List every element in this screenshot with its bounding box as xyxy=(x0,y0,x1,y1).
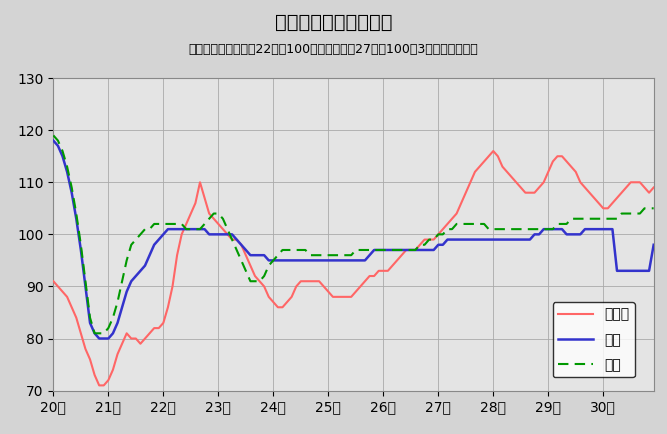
全国 xyxy=(91,331,99,336)
全国 xyxy=(540,227,548,232)
鳥取県 xyxy=(490,148,498,154)
全国 xyxy=(255,279,263,284)
中国 xyxy=(49,138,57,143)
全国 xyxy=(49,133,57,138)
鳥取県 xyxy=(49,279,57,284)
全国 xyxy=(104,326,112,331)
Text: 鉱工業生産指数の推移: 鉱工業生産指数の推移 xyxy=(275,13,392,32)
全国 xyxy=(535,227,543,232)
全国 xyxy=(650,206,658,211)
中国 xyxy=(255,253,263,258)
Line: 全国: 全国 xyxy=(53,135,654,333)
全国 xyxy=(237,258,245,263)
鳥取県 xyxy=(544,169,552,174)
鳥取県 xyxy=(95,383,103,388)
中国 xyxy=(104,336,112,341)
中国 xyxy=(237,242,245,247)
中国 xyxy=(650,242,658,247)
鳥取県 xyxy=(127,336,135,341)
Line: 中国: 中国 xyxy=(53,141,654,339)
鳥取県 xyxy=(650,185,658,190)
鳥取県 xyxy=(237,242,245,247)
鳥取県 xyxy=(540,180,548,185)
Line: 鳥取県: 鳥取県 xyxy=(53,151,654,385)
中国 xyxy=(540,227,548,232)
Text: （季節調整済、平成22年＝100、全国は平成27年＝100、3ヶ月移動平均）: （季節調整済、平成22年＝100、全国は平成27年＝100、3ヶ月移動平均） xyxy=(189,43,478,56)
Legend: 鳥取県, 中国, 全国: 鳥取県, 中国, 全国 xyxy=(553,302,635,378)
中国 xyxy=(127,279,135,284)
中国 xyxy=(95,336,103,341)
鳥取県 xyxy=(104,378,112,383)
中国 xyxy=(535,232,543,237)
全国 xyxy=(127,242,135,247)
鳥取県 xyxy=(255,279,263,284)
